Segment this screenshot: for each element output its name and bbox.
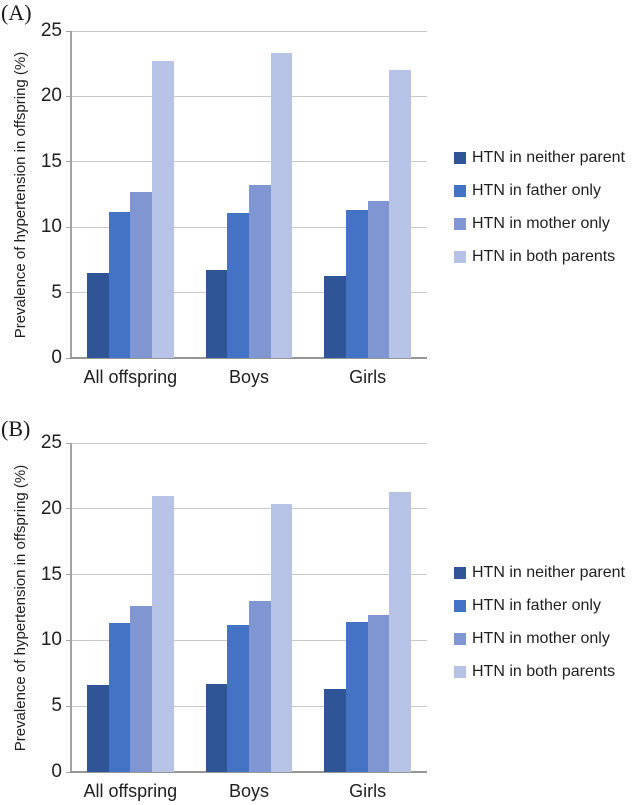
legend-label: HTN in both parents — [472, 663, 616, 680]
bar-htn-in-father-only-girls-panel-b — [345, 621, 368, 772]
y-tick-label-20-panel-a: 20 — [40, 85, 62, 107]
legend-item-htn-in-father-only-panel-b: HTN in father only — [454, 594, 601, 618]
y-tickmark-0-panel-b — [66, 771, 71, 773]
y-tickmark-20-panel-a — [66, 95, 71, 97]
legend-swatch-icon — [454, 152, 466, 164]
legend-item-htn-in-neither-parent-panel-b: HTN in neither parent — [454, 561, 625, 585]
y-tickmark-10-panel-b — [66, 639, 71, 641]
gridline-15-panel-a — [71, 161, 427, 163]
legend-swatch-icon — [454, 218, 466, 230]
legend-swatch-icon — [454, 251, 466, 263]
y-tickmark-25-panel-b — [66, 442, 71, 444]
y-tickmark-5-panel-a — [66, 292, 71, 294]
y-axis-panel-a — [70, 31, 72, 358]
legend-swatch-icon — [454, 633, 466, 645]
y-axis-title-panel-b: Prevalence of hypertension in offspring … — [12, 464, 29, 752]
bar-htn-in-neither-parent-girls-panel-b — [324, 689, 346, 772]
panel-b-label: (B) — [1, 416, 31, 441]
y-tick-label-5-panel-a: 5 — [51, 281, 62, 303]
x-axis-panel-b — [70, 771, 427, 773]
panel-a-label: (A) — [1, 0, 32, 25]
bar-htn-in-father-only-all-offspring-panel-b — [108, 623, 131, 772]
legend-swatch-icon — [454, 185, 466, 197]
y-tick-label-0-panel-a: 0 — [51, 347, 62, 368]
bar-htn-in-neither-parent-all-offspring-panel-b — [86, 685, 109, 772]
legend-label: HTN in both parents — [472, 248, 616, 265]
x-category-label-girls-panel-b: Girls — [349, 781, 387, 801]
y-tickmark-0-panel-a — [66, 357, 71, 359]
bar-htn-in-mother-only-girls-panel-a — [367, 201, 390, 358]
bar-htn-in-mother-only-boys-panel-a — [249, 185, 271, 358]
y-tick-label-25-panel-a: 25 — [40, 20, 62, 41]
legend-label: HTN in neither parent — [472, 149, 625, 166]
x-category-label-all-offspring-panel-b: All offspring — [83, 781, 178, 801]
x-category-label-boys-panel-a: Boys — [228, 367, 269, 387]
y-tick-label-15-panel-b: 15 — [40, 563, 62, 585]
bar-htn-in-father-only-boys-panel-a — [227, 212, 249, 358]
y-tick-label-25-panel-b: 25 — [40, 432, 62, 453]
legend-item-htn-in-mother-only-panel-b: HTN in mother only — [454, 627, 610, 651]
y-tick-label-10-panel-b: 10 — [40, 629, 62, 651]
bar-htn-in-neither-parent-boys-panel-a — [205, 270, 228, 358]
bar-htn-in-both-parents-all-offspring-panel-b — [152, 495, 174, 772]
gridline-20-panel-a — [71, 95, 427, 97]
legend-label: HTN in mother only — [472, 630, 610, 647]
y-tickmark-25-panel-a — [66, 30, 71, 32]
y-tickmark-15-panel-b — [66, 574, 71, 576]
x-category-label-girls-panel-a: Girls — [349, 367, 387, 387]
bar-htn-in-neither-parent-boys-panel-b — [205, 683, 228, 772]
legend-swatch-icon — [454, 666, 466, 678]
legend-item-htn-in-neither-parent-panel-a: HTN in neither parent — [454, 146, 625, 170]
legend-label: HTN in father only — [472, 182, 601, 199]
y-tickmark-15-panel-a — [66, 161, 71, 163]
bar-htn-in-mother-only-girls-panel-b — [367, 615, 390, 772]
legend-label: HTN in mother only — [472, 215, 610, 232]
bar-htn-in-mother-only-all-offspring-panel-b — [130, 606, 153, 772]
y-tickmark-10-panel-a — [66, 226, 71, 228]
y-tick-label-20-panel-b: 20 — [40, 497, 62, 519]
gridline-25-panel-b — [71, 442, 427, 444]
legend-label: HTN in neither parent — [472, 564, 625, 581]
legend-item-htn-in-mother-only-panel-a: HTN in mother only — [454, 212, 610, 236]
legend-item-htn-in-father-only-panel-a: HTN in father only — [454, 179, 601, 203]
bar-htn-in-neither-parent-all-offspring-panel-a — [86, 272, 109, 358]
y-tickmark-20-panel-b — [66, 508, 71, 510]
bar-htn-in-both-parents-boys-panel-b — [270, 503, 293, 772]
bar-htn-in-father-only-all-offspring-panel-a — [108, 211, 131, 358]
gridline-20-panel-b — [71, 508, 427, 510]
y-tick-label-0-panel-b: 0 — [51, 761, 62, 782]
bar-htn-in-father-only-girls-panel-a — [345, 210, 368, 358]
bar-htn-in-neither-parent-girls-panel-a — [324, 275, 346, 358]
bar-htn-in-both-parents-girls-panel-a — [389, 70, 412, 358]
bar-htn-in-father-only-boys-panel-b — [227, 624, 249, 772]
y-axis-panel-b — [70, 443, 72, 772]
y-tick-label-5-panel-b: 5 — [51, 695, 62, 717]
legend-label: HTN in father only — [472, 597, 601, 614]
y-tickmark-5-panel-b — [66, 705, 71, 707]
legend-swatch-icon — [454, 567, 466, 579]
x-category-label-all-offspring-panel-a: All offspring — [83, 367, 178, 387]
bar-htn-in-mother-only-all-offspring-panel-a — [130, 191, 153, 358]
x-axis-panel-a — [70, 357, 427, 359]
y-tick-label-10-panel-a: 10 — [40, 216, 62, 238]
y-tick-label-15-panel-a: 15 — [40, 150, 62, 172]
legend-swatch-icon — [454, 600, 466, 612]
legend-item-htn-in-both-parents-panel-a: HTN in both parents — [454, 245, 615, 269]
bar-htn-in-both-parents-all-offspring-panel-a — [152, 61, 174, 358]
x-category-label-boys-panel-b: Boys — [228, 781, 269, 801]
gridline-25-panel-a — [71, 30, 427, 32]
bar-htn-in-both-parents-girls-panel-b — [389, 491, 412, 772]
legend-item-htn-in-both-parents-panel-b: HTN in both parents — [454, 660, 615, 684]
bar-htn-in-mother-only-boys-panel-b — [249, 600, 271, 772]
bar-htn-in-both-parents-boys-panel-a — [270, 53, 293, 358]
y-axis-title-panel-a: Prevalence of hypertension in offspring … — [12, 51, 29, 339]
gridline-15-panel-b — [71, 574, 427, 576]
